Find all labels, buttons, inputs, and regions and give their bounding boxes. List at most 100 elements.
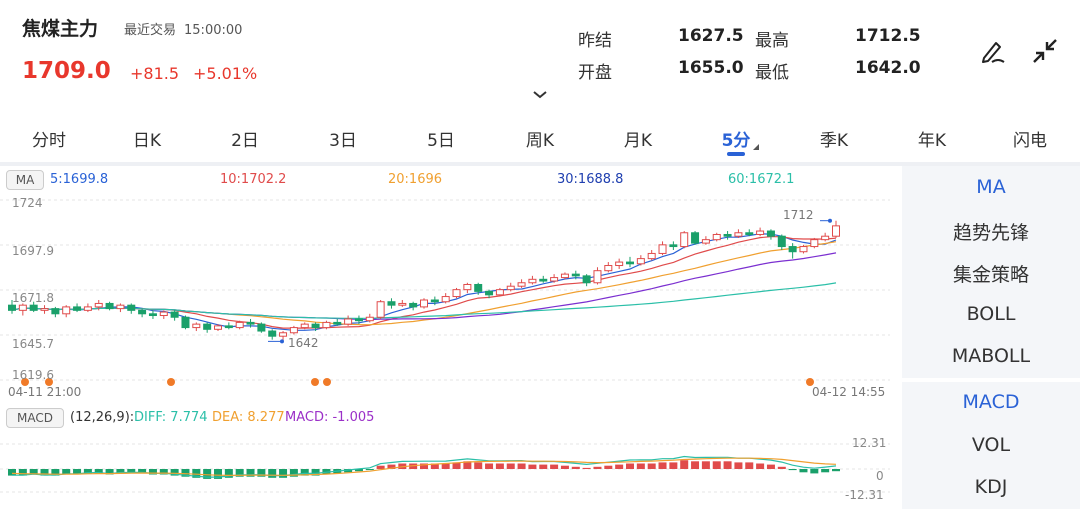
price-change: +81.5 [130, 64, 180, 83]
candle [550, 277, 559, 282]
macd-bar [680, 460, 689, 469]
ma60-line [11, 282, 837, 319]
macd-bar [430, 463, 439, 469]
candle [680, 232, 689, 248]
candle [116, 304, 125, 310]
macd-bar [701, 461, 710, 469]
stat-value-open: 1655.0 [678, 58, 744, 78]
ma30-line [11, 252, 837, 321]
candle [593, 270, 602, 284]
event-dot [806, 378, 814, 386]
tab-5-day[interactable]: 5日 [427, 131, 455, 151]
collapse-arrows-icon[interactable] [1030, 36, 1060, 66]
candle [365, 316, 374, 322]
min-marker-dot [280, 339, 284, 344]
macd-bar [246, 469, 255, 477]
candle [333, 321, 342, 325]
macd-bar [235, 469, 244, 477]
tab-2-day[interactable]: 2日 [231, 131, 259, 151]
pen-draw-icon[interactable] [978, 36, 1008, 66]
tab-quarter-k[interactable]: 季K [819, 131, 849, 151]
macd-bar [311, 469, 320, 476]
macd-bar [723, 461, 732, 469]
candle [463, 283, 472, 291]
ma30-value: 30:1688.8 [557, 172, 624, 187]
macd-bar [40, 469, 49, 476]
candle [94, 302, 103, 308]
macd-bar [528, 464, 537, 469]
macd-bar [777, 466, 786, 469]
macd-bar [539, 464, 548, 469]
candle [40, 308, 49, 311]
max-marker-dot [828, 218, 832, 223]
y-tick-1619-6: 1619.6 [12, 368, 54, 382]
indicator-trend-pioneer[interactable]: 趋势先锋 [952, 222, 1029, 244]
macd-bar [148, 469, 157, 475]
macd-chart[interactable] [0, 430, 900, 509]
stat-value-prev-settle: 1627.5 [678, 26, 744, 46]
event-dot [167, 378, 175, 386]
macd-bar [571, 466, 580, 469]
indicator-ma[interactable]: MA [976, 176, 1006, 198]
macd-bar [300, 469, 309, 476]
indicator-gold-strategy[interactable]: 集金策略 [952, 264, 1029, 286]
candle [73, 306, 82, 311]
candle [268, 330, 277, 337]
chevron-down-icon[interactable] [531, 86, 549, 99]
macd-bar [593, 466, 602, 469]
tab-5-min[interactable]: 5分 [721, 131, 751, 151]
candle [279, 332, 288, 337]
macd-bar [344, 469, 353, 473]
active-tab-indicator [727, 152, 745, 156]
indicator-boll[interactable]: BOLL [966, 303, 1016, 325]
macd-bar [105, 469, 114, 475]
tab-month-k[interactable]: 月K [623, 131, 653, 151]
tab-flash[interactable]: 闪电 [1013, 131, 1047, 151]
macd-bar [604, 465, 613, 469]
candle [322, 321, 331, 329]
candlestick-chart[interactable] [0, 192, 900, 404]
candle [766, 230, 775, 237]
candle [810, 239, 819, 248]
indicator-kdj[interactable]: KDJ [974, 476, 1008, 498]
macd-bar [495, 463, 504, 469]
candle [636, 258, 645, 265]
macd-bar [463, 461, 472, 469]
candle [712, 233, 721, 241]
macd-bar [279, 469, 288, 478]
candle [474, 283, 483, 292]
tab-fenshi[interactable]: 分时 [32, 131, 66, 151]
macd-bar [506, 463, 515, 469]
macd-bar [51, 469, 60, 476]
macd-bar [756, 463, 765, 469]
candle [354, 318, 363, 322]
macd-bar [658, 462, 667, 469]
ma10-line [11, 236, 837, 329]
candle [788, 246, 797, 253]
ma5-value: 5:1699.8 [50, 172, 109, 187]
tab-3-day[interactable]: 3日 [329, 131, 357, 151]
candle [647, 252, 656, 260]
tab-week-k[interactable]: 周K [525, 131, 555, 151]
indicator-vol[interactable]: VOL [971, 434, 1011, 456]
macd-bar [62, 469, 71, 475]
macd-bar [734, 462, 743, 469]
x-end-label: 04-12 14:55 [812, 385, 886, 399]
ma-indicator-tag[interactable]: MA [6, 170, 44, 190]
macd-tick-zero: 0 [876, 469, 884, 483]
stat-value-low: 1642.0 [855, 58, 921, 78]
macd-tick-top: 12.31 [852, 436, 887, 450]
last-trade-info: 最近交易 15:00:00 [124, 19, 250, 38]
candle [246, 321, 255, 325]
macd-value: MACD: -1.005 [285, 410, 375, 425]
indicator-maboll[interactable]: MABOLL [951, 345, 1031, 367]
macd-bar [485, 463, 494, 469]
period-tabs: 分时 日K 2日 3日 5日 周K 月K 5分 季K 年K 闪电 [0, 118, 1080, 158]
indicator-macd[interactable]: MACD [962, 391, 1020, 413]
last-trade-time: 15:00:00 [184, 23, 243, 38]
event-dot [45, 378, 53, 386]
tab-day-k[interactable]: 日K [132, 131, 162, 151]
candle [691, 232, 700, 244]
macd-indicator-tag[interactable]: MACD [6, 408, 64, 428]
tab-year-k[interactable]: 年K [917, 131, 947, 151]
